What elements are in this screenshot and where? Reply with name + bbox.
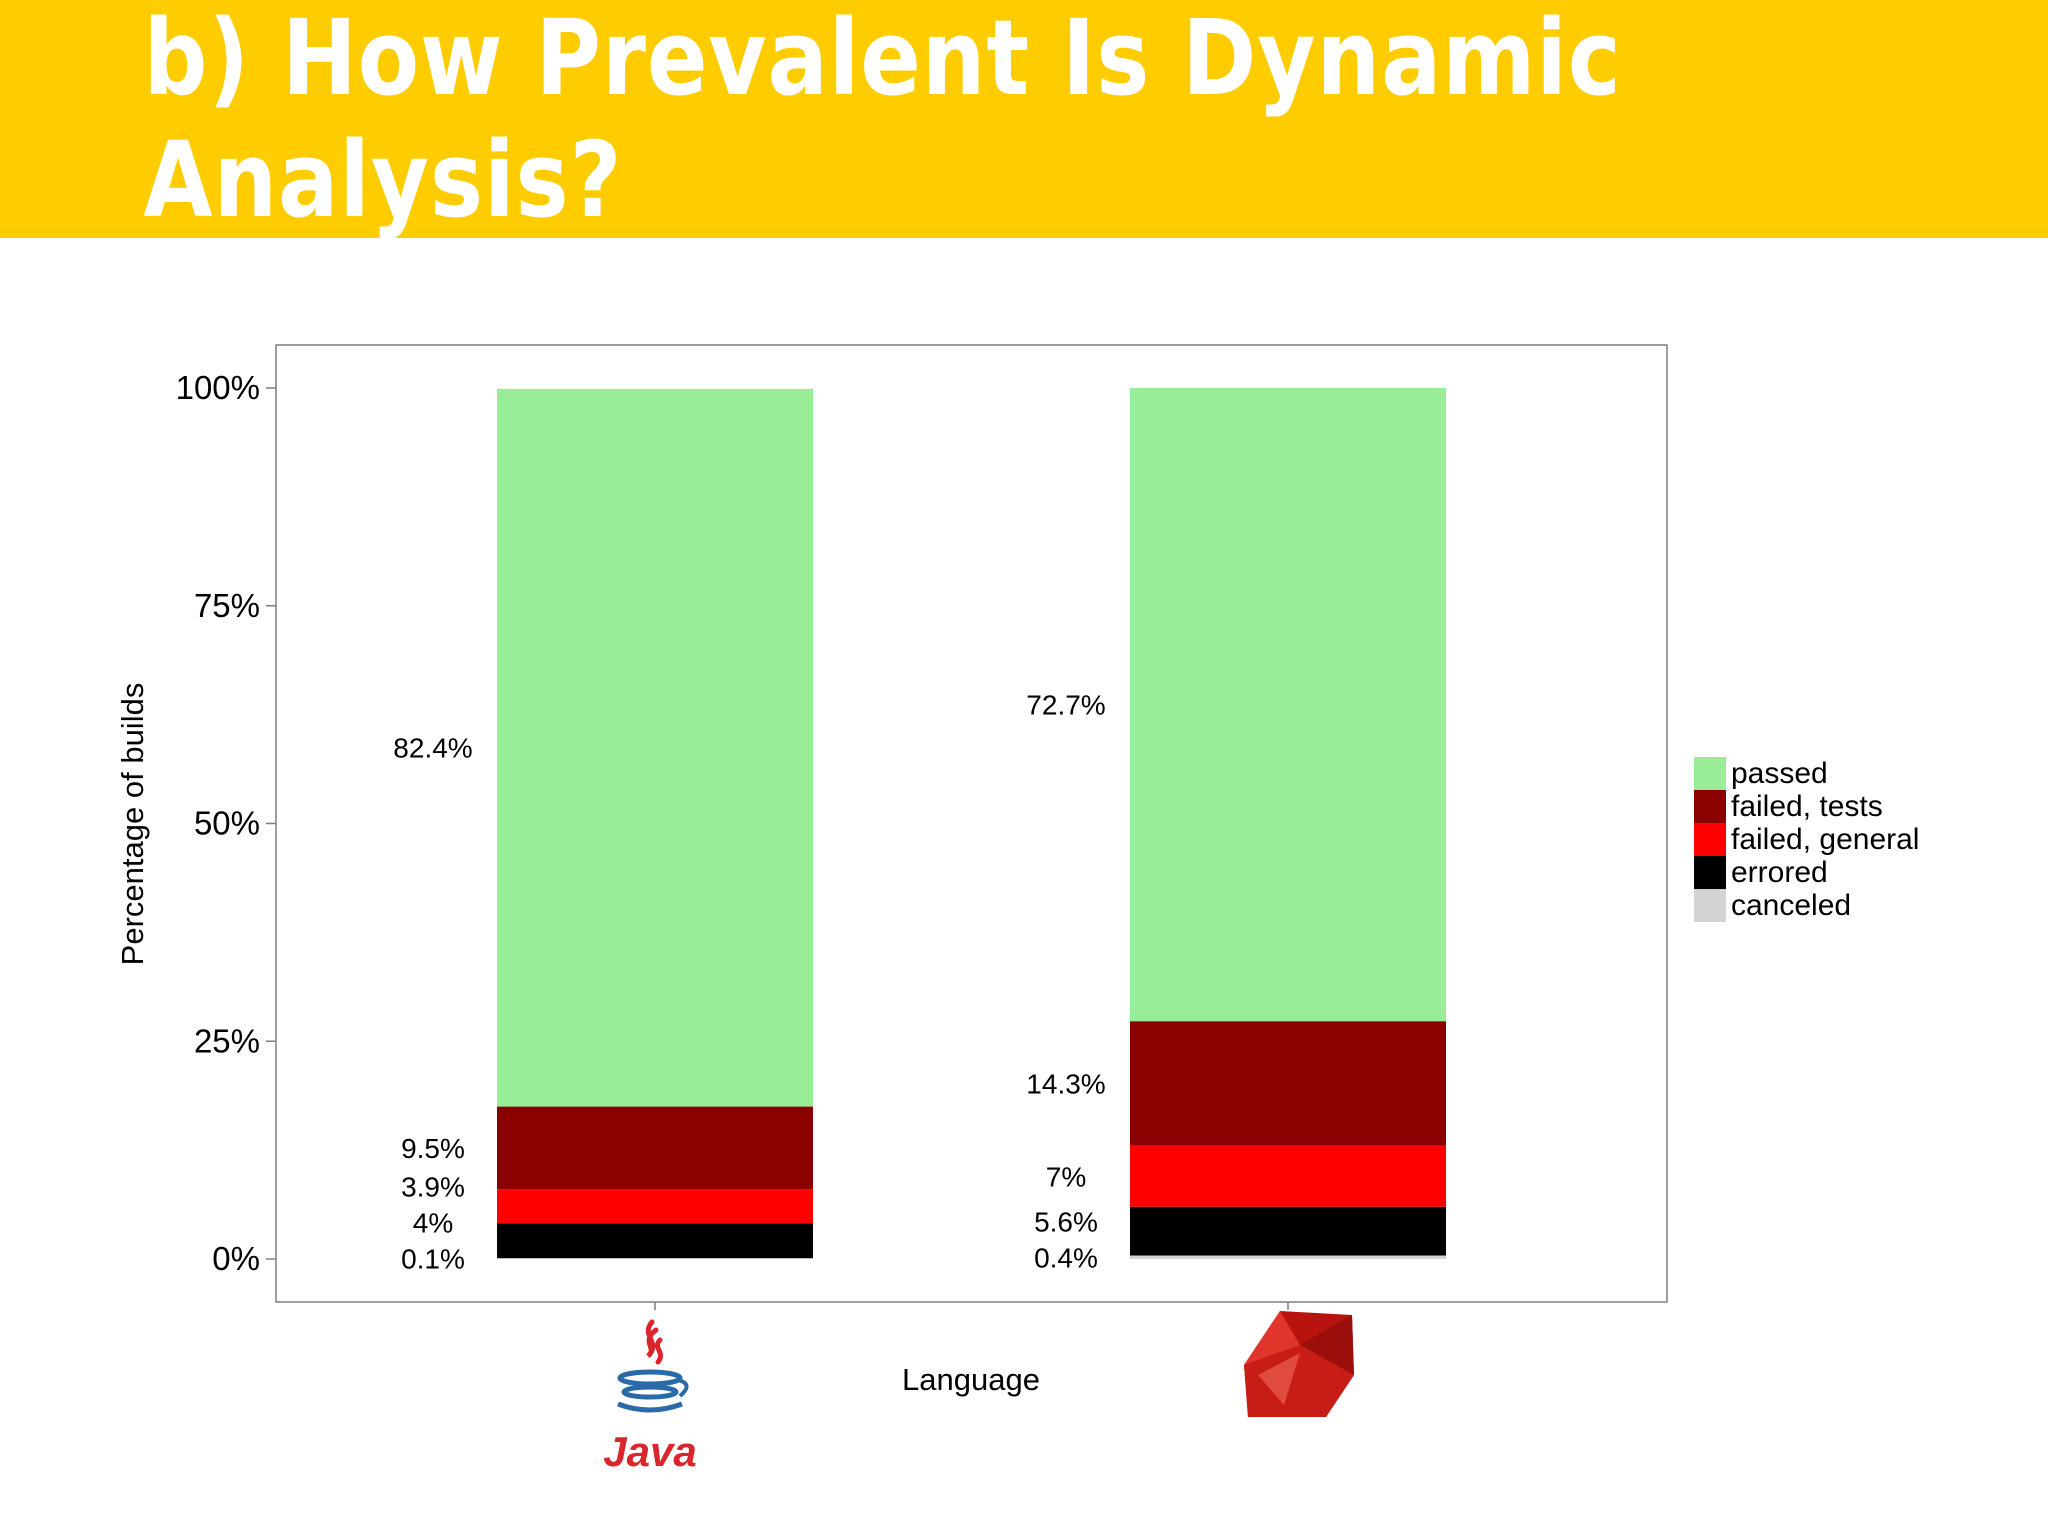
ruby-gem-highlight: [1258, 1353, 1300, 1405]
legend-swatch: [1694, 823, 1726, 856]
data-label: 14.3%: [1026, 1068, 1105, 1099]
data-label: 3.9%: [401, 1172, 465, 1203]
legend-label: canceled: [1731, 889, 1852, 922]
data-label: 0.4%: [1034, 1242, 1098, 1273]
legend: passed failed, tests failed, general errore…: [1694, 757, 1919, 922]
bar-segment: [497, 1106, 813, 1190]
title-banner: [0, 0, 2048, 238]
bar-segment: [1130, 388, 1446, 1022]
java-logo-text: Java: [603, 1428, 696, 1475]
legend-item: failed, tests: [1694, 790, 1919, 823]
ruby-logo: [1244, 1311, 1354, 1417]
legend-label: failed, tests: [1731, 790, 1883, 823]
data-label: 5.6%: [1034, 1206, 1098, 1237]
java-handle: [677, 1378, 689, 1398]
legend-swatch: [1694, 757, 1726, 790]
ruby-gem-facet: [1244, 1311, 1300, 1365]
ruby-gem-facet-3: [1244, 1345, 1354, 1417]
bar-segment: [1130, 1206, 1446, 1256]
bar-segment: [1130, 1021, 1446, 1146]
legend-label: errored: [1731, 856, 1828, 889]
legend-label: failed, general: [1731, 823, 1920, 856]
plot-panel: [275, 344, 1668, 1303]
y-tick-label: 100%: [176, 369, 260, 406]
bar-segment: [497, 1223, 813, 1259]
java-saucer: [617, 1401, 683, 1413]
bar-segment: [1130, 1145, 1446, 1207]
y-axis-title: Percentage of builds: [115, 683, 150, 966]
slide-title: b) How Prevalent Is Dynamic Analysis?: [143, 0, 1622, 241]
data-label: 82.4%: [393, 733, 472, 764]
data-label: 72.7%: [1026, 690, 1105, 721]
y-tick-label: 50%: [194, 805, 260, 842]
data-labels: 0.1% 4% 3.9% 9.5% 82.4% 0.4% 5.6% 7% 14.3% 72.7%: [393, 690, 1105, 1275]
legend-label: passed: [1731, 757, 1828, 790]
bar-segment: [497, 1189, 813, 1224]
data-label: 0.1%: [401, 1244, 465, 1275]
bar-segment: [497, 388, 813, 1107]
legend-item: errored: [1694, 856, 1919, 889]
legend-item: failed, general: [1694, 823, 1919, 856]
legend-swatch: [1694, 790, 1726, 823]
java-logo: Java: [603, 1319, 697, 1475]
java-cup-top: [617, 1369, 683, 1387]
x-axis: [654, 1302, 1289, 1310]
y-tick-label: 75%: [194, 587, 260, 624]
legend-swatch: [1694, 889, 1726, 922]
y-tick-label: 0%: [212, 1240, 260, 1277]
y-axis: 0% 25% 50% 75% 100%: [176, 369, 276, 1277]
y-tick-label: 25%: [194, 1022, 260, 1059]
data-label: 9.5%: [401, 1133, 465, 1164]
ruby-gem-facet-2: [1300, 1315, 1354, 1375]
bars: [497, 388, 1446, 1259]
data-label: 4%: [413, 1208, 453, 1239]
legend-swatch: [1694, 856, 1726, 889]
legend-item: passed: [1694, 757, 1919, 790]
legend-item: canceled: [1694, 889, 1919, 922]
bar-segment: [497, 1258, 813, 1259]
java-steam: [645, 1319, 664, 1365]
bar-segment: [1130, 1255, 1446, 1259]
x-axis-title: Language: [902, 1362, 1040, 1397]
java-cup-mid: [621, 1384, 679, 1400]
data-label: 7%: [1046, 1161, 1086, 1192]
